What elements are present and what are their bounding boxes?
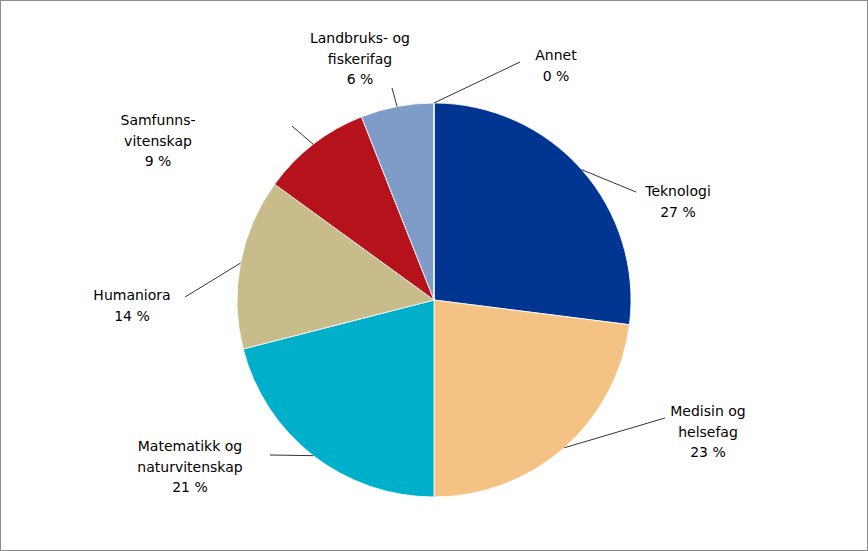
category-label: Medisin oghelsefag	[670, 403, 745, 440]
category-label: Samfunns-vitenskap	[121, 112, 196, 149]
category-label: Matematikk ognaturvitenskap	[137, 438, 242, 475]
chart: Teknologi 27 % Medisin oghelsefag 23 % Matem…	[0, 0, 868, 551]
leader-line	[434, 62, 520, 103]
leader-line	[185, 263, 240, 297]
data-label: 21 %	[172, 479, 208, 495]
slice	[434, 300, 629, 497]
data-label: 23 %	[690, 444, 726, 460]
category-label: Teknologi	[644, 183, 711, 199]
data-label: 6 %	[347, 71, 374, 87]
category-label: Landbruks- ogfiskerifag	[310, 30, 410, 67]
data-label: 27 %	[660, 204, 696, 220]
category-label: Humaniora	[93, 287, 170, 303]
category-label: Annet	[535, 47, 577, 63]
frame	[1, 1, 868, 551]
data-label: 0 %	[543, 68, 570, 84]
slice	[434, 103, 435, 300]
leader-line	[270, 455, 313, 457]
slice	[361, 103, 434, 300]
leader-line	[564, 418, 665, 448]
leader-line	[392, 88, 397, 106]
data-label: 9 %	[145, 153, 172, 169]
slice	[434, 103, 631, 325]
labels: Teknologi 27 % Medisin oghelsefag 23 % Matem…	[93, 30, 745, 495]
leader-line	[292, 126, 313, 144]
leader-line	[582, 170, 636, 192]
data-label: 14 %	[114, 308, 150, 324]
pie	[237, 103, 631, 497]
